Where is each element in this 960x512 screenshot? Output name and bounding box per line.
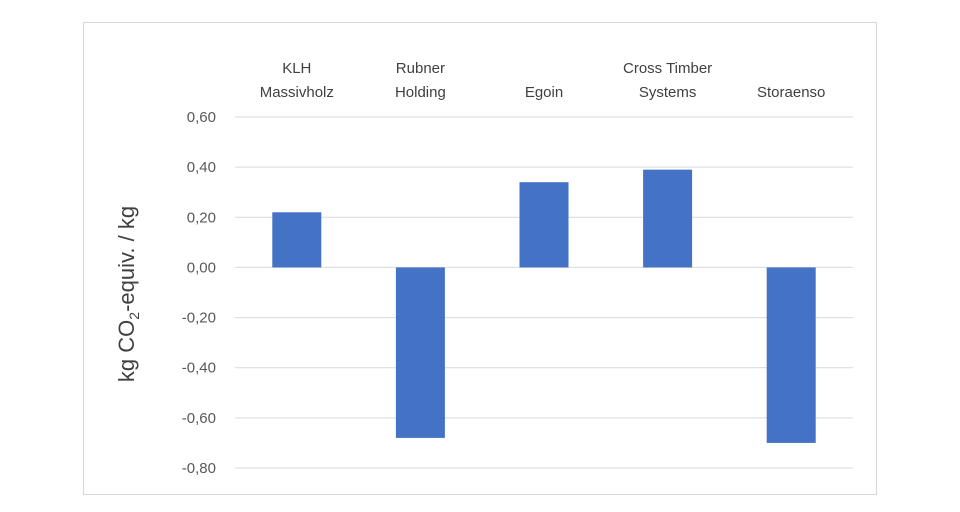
gridlines (235, 116, 853, 469)
bars (272, 169, 816, 443)
bar (766, 267, 816, 443)
category-label-line: Rubner (396, 60, 445, 77)
y-tick-label: -0,60 (182, 410, 216, 427)
bar (272, 212, 322, 268)
y-tick-label: 0,20 (187, 209, 216, 226)
y-axis-title-prefix: kg CO (114, 320, 139, 382)
category-label: Egoin (525, 84, 563, 101)
y-tick-label: -0,20 (182, 310, 216, 327)
y-axis-title-subscript: 2 (126, 312, 142, 320)
bar (395, 267, 445, 438)
y-tick-label: -0,40 (182, 360, 216, 377)
category-label-line: Storaenso (757, 84, 825, 101)
y-tick-label: 0,40 (187, 159, 216, 176)
y-tick-label: 0,60 (187, 109, 216, 126)
category-label-line: Egoin (525, 84, 563, 101)
bar (519, 182, 569, 268)
category-label-line: Cross Timber (623, 60, 712, 77)
category-label: KLH Massivholz (260, 60, 334, 101)
category-label-line: Holding (395, 84, 446, 101)
y-tick-label: 0,00 (187, 259, 216, 276)
category-label-line: Massivholz (260, 84, 334, 101)
category-labels: KLH Massivholz Rubner Holding Egoin Cross Tim… (260, 60, 826, 101)
category-label-line: Systems (639, 84, 697, 101)
chart-frame (83, 22, 877, 495)
bar (643, 169, 693, 268)
y-tick-label: -0,80 (182, 460, 216, 477)
y-axis-title-suffix: -equiv. / kg (114, 206, 139, 312)
category-label: Storaenso (757, 84, 825, 101)
y-axis-title: kg CO2-equiv. / kg (114, 206, 142, 382)
category-label-line: KLH (282, 60, 311, 77)
category-label: Rubner Holding (395, 60, 446, 101)
category-label: Cross Timber Systems (623, 60, 712, 101)
y-tick-labels: 0,60 0,40 0,20 0,00 -0,20 -0,40 -0,60 -0,80 (182, 109, 216, 477)
